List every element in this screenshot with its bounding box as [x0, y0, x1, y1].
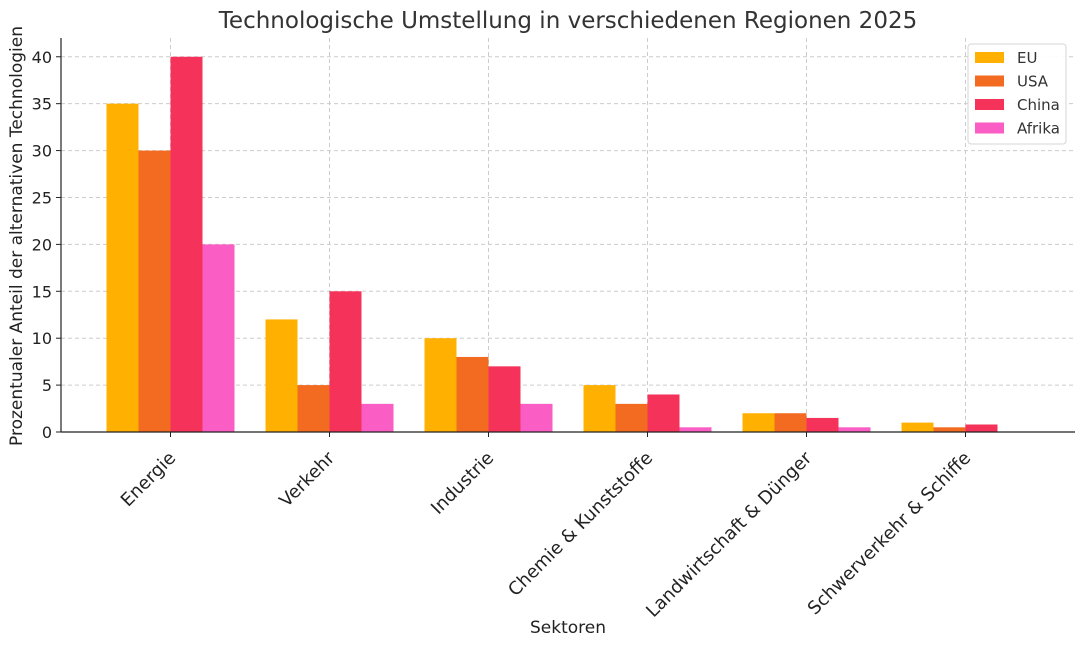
bar-usa-3 — [615, 403, 648, 432]
bar-china-5 — [965, 424, 998, 432]
x-tick-labels: Energie Verkehr Industrie Chemie & Kunststo… — [117, 447, 975, 621]
bar-afrika-0 — [202, 244, 235, 432]
legend-label-eu: EU — [1017, 49, 1037, 67]
bar-usa-2 — [456, 356, 489, 432]
bar-china-2 — [488, 366, 521, 432]
bar-eu-4 — [742, 413, 775, 432]
chart-title: Technologische Umstellung in verschieden… — [218, 8, 917, 34]
x-tick-label: Industrie — [427, 448, 498, 519]
y-tick-labels: 0 5 10 15 20 25 30 35 40 — [32, 48, 52, 442]
bar-afrika-4 — [838, 427, 871, 432]
bar-eu-5 — [901, 422, 934, 432]
legend: EU USA China Afrika — [967, 43, 1067, 145]
axes — [56, 38, 1075, 437]
x-tick-label: Chemie & Kunststoffe — [504, 448, 657, 601]
bars — [106, 56, 998, 433]
bar-usa-1 — [297, 385, 330, 432]
y-tick-label: 40 — [32, 48, 52, 67]
y-tick-label: 30 — [32, 142, 52, 161]
y-tick-label: 35 — [32, 95, 52, 114]
x-tick-label: Schwerverkehr & Schiffe — [804, 448, 975, 619]
x-axis-label: Sektoren — [530, 618, 606, 638]
bar-usa-5 — [933, 427, 966, 432]
y-tick-label: 20 — [32, 235, 52, 254]
y-tick-label: 15 — [32, 282, 52, 301]
legend-swatch-afrika — [975, 122, 1004, 134]
x-tick-label: Verkehr — [275, 447, 339, 511]
legend-swatch-eu — [975, 52, 1004, 63]
y-tick-label: 25 — [32, 188, 52, 207]
legend-label-afrika: Afrika — [1017, 120, 1060, 138]
bar-eu-2 — [424, 338, 457, 432]
bar-afrika-2 — [520, 403, 553, 432]
bar-usa-0 — [138, 150, 171, 433]
x-tick-label: Energie — [117, 448, 180, 511]
bar-china-1 — [329, 291, 362, 432]
y-axis-label: Prozentualer Anteil der alternativen Tec… — [7, 26, 27, 446]
legend-label-china: China — [1017, 96, 1060, 114]
legend-frame — [967, 43, 1067, 145]
bar-eu-0 — [106, 103, 139, 433]
y-tick-label: 5 — [42, 376, 52, 395]
bar-china-3 — [647, 394, 680, 432]
bar-afrika-1 — [361, 403, 394, 432]
y-tick-label: 0 — [42, 423, 52, 442]
bar-china-0 — [170, 56, 203, 433]
bar-eu-3 — [583, 385, 616, 432]
bar-eu-1 — [265, 319, 298, 432]
legend-swatch-usa — [975, 75, 1004, 87]
bar-usa-4 — [774, 413, 807, 432]
legend-label-usa: USA — [1017, 73, 1049, 91]
y-tick-label: 10 — [32, 329, 52, 348]
bar-afrika-3 — [679, 427, 712, 432]
x-tick-label: Landwirtschaft & Dünger — [642, 447, 816, 621]
bar-china-4 — [806, 417, 839, 432]
legend-swatch-china — [975, 99, 1004, 110]
